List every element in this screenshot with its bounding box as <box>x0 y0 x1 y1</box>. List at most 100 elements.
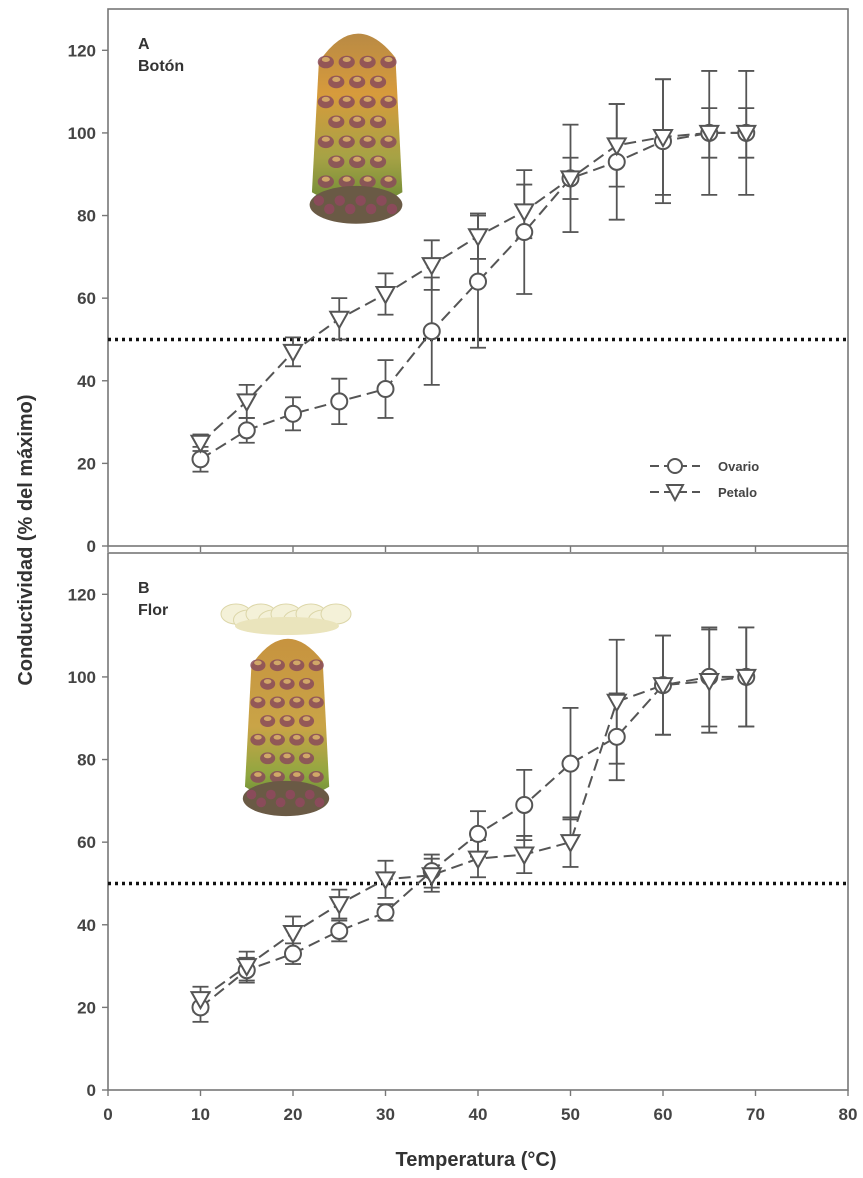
panel-b-petalo-point <box>282 925 304 945</box>
specimen-scale-highlight <box>373 156 383 162</box>
specimen-scale <box>369 155 387 169</box>
panel-b-y-tick-label: 80 <box>77 751 96 770</box>
panel-a-petalo-point <box>698 124 720 144</box>
panel-a-ovario-point <box>422 322 441 341</box>
specimen-scale <box>380 135 397 149</box>
specimen-scale-highlight <box>293 734 301 740</box>
x-tick-label: 40 <box>469 1105 488 1124</box>
panel-a-petalo-point <box>606 137 628 157</box>
panel-b-y-tick-label: 100 <box>68 668 96 687</box>
specimen-scale <box>349 155 366 169</box>
specimen-base-scale <box>285 789 296 800</box>
panel-b-petalo-point <box>606 693 628 713</box>
specimen-base-scale <box>313 195 325 206</box>
specimen-scale-highlight <box>312 697 321 703</box>
specimen-scale-highlight <box>373 76 383 82</box>
legend-label-petalo: Petalo <box>718 485 757 500</box>
specimen-scale <box>338 55 355 69</box>
specimen-scale-highlight <box>302 679 311 684</box>
panel-a-y-tick-label: 20 <box>77 454 96 473</box>
specimen-scale-highlight <box>273 660 282 666</box>
x-tick-label: 10 <box>191 1105 210 1124</box>
specimen-scale-highlight <box>263 753 272 759</box>
specimen-scale <box>317 55 334 69</box>
specimen-scale-highlight <box>263 679 272 684</box>
specimen-scale-highlight <box>302 716 311 722</box>
specimen-scale-highlight <box>342 56 351 62</box>
specimen-base-scale <box>266 789 276 800</box>
open-flower-image <box>220 586 352 824</box>
panel-a-y-tick-label: 100 <box>68 124 96 143</box>
panel-b-petalo-point <box>735 668 757 688</box>
specimen-scale-highlight <box>384 136 393 142</box>
specimen-scale <box>338 135 355 149</box>
specimen-scale-highlight <box>353 156 362 162</box>
specimen-scale-highlight <box>353 116 362 122</box>
panel-a-petalo-point <box>652 129 674 149</box>
specimen-base-scale <box>314 797 325 808</box>
specimen-scale-highlight <box>293 697 301 703</box>
panel-a-petalo-point <box>467 228 489 248</box>
specimen-base-scale <box>355 195 366 206</box>
panel-b-ovario-point <box>330 921 349 940</box>
specimen-base-scale <box>334 195 345 206</box>
specimen-scale-highlight <box>263 716 272 722</box>
panel-a-petalo-point <box>328 310 350 330</box>
specimen-scale-highlight <box>332 116 341 122</box>
specimen-scale-highlight <box>363 136 372 142</box>
panel-a-ovario-point <box>376 380 395 399</box>
panel-a-petalo-point <box>735 124 757 144</box>
panel-b-y-tick-label: 40 <box>77 916 96 935</box>
specimen-scale <box>338 175 355 188</box>
specimen-scale-highlight <box>312 734 321 740</box>
plot-frames <box>102 8 849 1096</box>
specimen-base-scale <box>386 203 398 215</box>
specimen-scale-highlight <box>321 176 330 182</box>
panel-b-petalo-point <box>698 673 720 693</box>
panel-b-petalo-point <box>236 958 258 978</box>
specimen-scale-highlight <box>254 734 262 740</box>
panel-a-petalo-point <box>282 343 304 363</box>
specimen-scale-highlight <box>254 660 262 666</box>
specimen-scale-highlight <box>353 76 362 82</box>
panel-b-ovario-point <box>469 824 487 843</box>
specimen-scale <box>380 55 397 69</box>
panel-a-petalo-point <box>421 257 443 277</box>
x-tick-label: 70 <box>746 1105 765 1124</box>
specimen-base-scale <box>376 195 387 206</box>
panel-a-y-tick-label: 120 <box>68 41 96 60</box>
specimen-scale <box>380 175 397 188</box>
panel-a-y-tick-label: 40 <box>77 372 96 391</box>
panel-a-ovario-point <box>515 223 534 242</box>
x-tick-label: 80 <box>839 1105 858 1124</box>
specimen-scale-highlight <box>302 753 311 759</box>
panel-b-petalo-point <box>374 871 397 891</box>
panel-b-y-tick-label: 60 <box>77 833 96 852</box>
panel-a-y-tick-label: 0 <box>87 537 96 556</box>
specimen-scale-highlight <box>373 116 383 122</box>
x-axis-label: Temperatura (°C) <box>396 1149 557 1171</box>
panel-a-y-tick-label: 60 <box>77 289 96 308</box>
panel-a-series-ovario-line <box>199 131 747 461</box>
specimen-scale <box>359 55 376 69</box>
panel-a-y-tick-label: 80 <box>77 207 96 226</box>
x-tick-label: 20 <box>284 1105 303 1124</box>
panel-b-ovario-point <box>607 727 626 746</box>
specimen-scale-highlight <box>342 96 351 102</box>
panel-a-ovario-point <box>330 392 349 411</box>
specimen-base <box>309 185 403 224</box>
panel-b-ovario-point <box>376 903 395 922</box>
specimen-scale-highlight <box>283 679 291 684</box>
legend-entry-ovario: Ovario <box>650 458 759 474</box>
panel-b-petalo-point <box>513 846 535 866</box>
specimen-scale-highlight <box>332 156 341 162</box>
specimen-base-scale <box>304 789 315 800</box>
specimen-scale-highlight <box>363 96 372 102</box>
x-tick-label: 60 <box>654 1105 673 1124</box>
panel-b-petalo-point <box>328 896 350 916</box>
specimen-base-scale <box>275 797 286 808</box>
specimen-scale-highlight <box>321 136 330 142</box>
panel-a-petalo-point <box>559 170 582 190</box>
panel-b-title: Flor <box>138 602 168 619</box>
